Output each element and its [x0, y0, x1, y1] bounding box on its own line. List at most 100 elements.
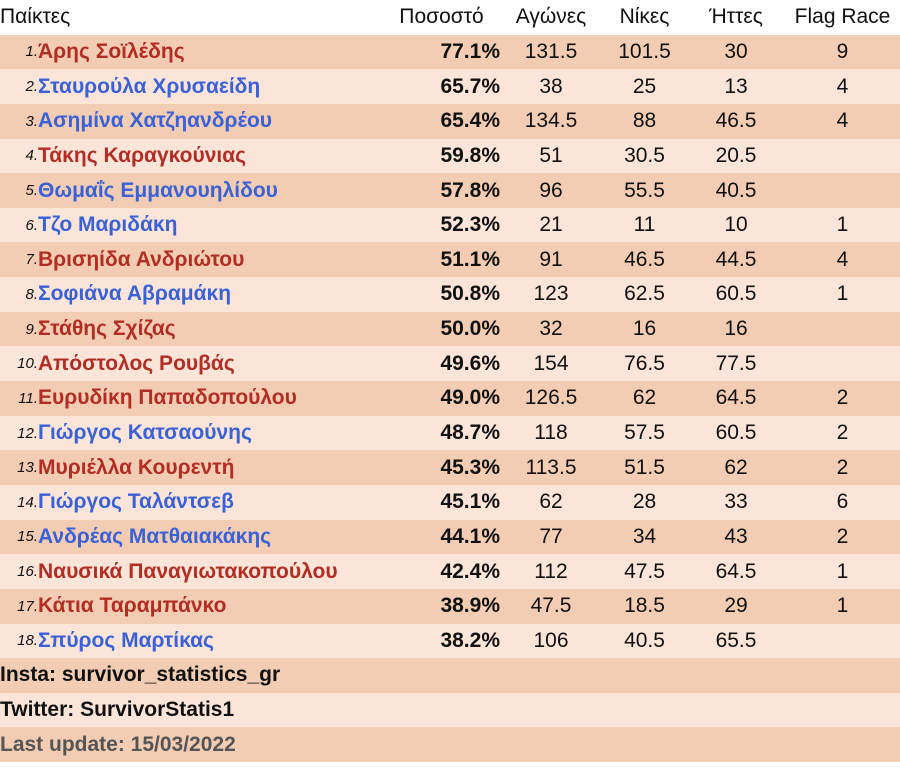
table-row: 14. Γιώργος Ταλάντσεβ 45.1% 62 28 33 6	[0, 484, 900, 520]
flag-race-cell: 4	[836, 109, 849, 133]
player-rows: 1. Άρης Σοϊλέδης 77.1% 131.5 101.5 30 9 2. Σταυρ…	[0, 34, 900, 659]
player-name: Θωμαΐς Εμμανουηλίδου	[38, 178, 278, 202]
table-row: 13. Μυριέλλα Κουρεντή 45.3% 113.5 51.5 62 2	[0, 450, 900, 485]
player-name: Βρισηίδα Ανδριώτου	[38, 247, 245, 271]
rank-cell: 14.	[17, 493, 38, 511]
rank-cell: 12.	[17, 424, 38, 442]
percent-cell: 44.1%	[440, 524, 500, 548]
losses-cell: 16	[724, 317, 748, 341]
last-update: Last update: 15/03/2022	[0, 732, 236, 756]
flag-race-cell: 2	[836, 455, 849, 479]
games-cell: 131.5	[524, 39, 578, 63]
flag-race-cell: 1	[836, 282, 849, 306]
rank-cell: 16.	[17, 563, 38, 581]
games-cell: 154	[533, 351, 569, 375]
header-percent: Ποσοστό	[399, 5, 484, 29]
losses-cell: 43	[724, 524, 748, 548]
wins-cell: 46.5	[624, 247, 665, 271]
rank-cell: 9.	[25, 320, 38, 338]
games-cell: 77	[539, 524, 563, 548]
rank-cell: 18.	[17, 632, 38, 650]
percent-cell: 65.4%	[440, 109, 500, 133]
losses-cell: 33	[724, 490, 748, 514]
twitter-handle: Twitter: SurvivorStatis1	[0, 698, 235, 722]
footer-update-row: Last update: 15/03/2022	[0, 727, 900, 763]
games-cell: 38	[539, 74, 563, 98]
rank-cell: 13.	[17, 459, 38, 477]
flag-race-cell	[785, 139, 900, 174]
rank-cell: 1.	[25, 43, 38, 61]
flag-race-cell: 2	[836, 524, 849, 548]
header-games: Αγώνες	[515, 5, 587, 29]
percent-cell: 38.2%	[440, 628, 500, 652]
player-name: Γιώργος Ταλάντσεβ	[38, 490, 234, 514]
rank-cell: 11.	[18, 389, 38, 407]
header-wins: Νίκες	[619, 5, 670, 29]
flag-race-cell	[785, 346, 900, 381]
flag-race-cell: 6	[836, 490, 849, 514]
player-name: Ευρυδίκη Παπαδοπούλου	[38, 386, 297, 410]
percent-cell: 51.1%	[440, 247, 500, 271]
games-cell: 118	[534, 421, 568, 444]
flag-race-cell: 1	[836, 559, 849, 583]
losses-cell: 44.5	[715, 247, 757, 271]
rank-cell: 6.	[25, 216, 38, 234]
percent-cell: 59.8%	[440, 143, 500, 167]
flag-race-cell: 4	[836, 247, 849, 271]
percent-cell: 48.7%	[440, 421, 500, 444]
player-name: Άρης Σοϊλέδης	[38, 39, 185, 63]
wins-cell: 55.5	[624, 178, 665, 202]
table-row: 18. Σπύρος Μαρτίκας 38.2% 106 40.5 65.5	[0, 623, 900, 659]
flag-race-cell: 2	[836, 421, 849, 444]
games-cell: 134.5	[524, 109, 578, 133]
flag-race-cell	[785, 173, 900, 208]
table-row: 6. Τζο Μαριδάκη 52.3% 21 11 10 1	[0, 207, 900, 243]
losses-cell: 13	[724, 74, 748, 98]
wins-cell: 34	[632, 524, 657, 548]
table-row: 11. Ευρυδίκη Παπαδοπούλου 49.0% 126.5 62 64.5…	[0, 381, 900, 416]
games-cell: 21	[539, 213, 563, 237]
player-name: Ανδρέας Ματθαιακάκης	[38, 524, 272, 548]
games-cell: 91	[539, 247, 563, 271]
player-name: Γιώργος Κατσαούνης	[38, 421, 252, 444]
wins-cell: 28	[632, 490, 657, 514]
percent-cell: 52.3%	[440, 213, 500, 237]
losses-cell: 65.5	[715, 628, 757, 652]
losses-cell: 40.5	[715, 178, 757, 202]
player-name: Σπύρος Μαρτίκας	[38, 628, 214, 652]
wins-cell: 40.5	[624, 628, 665, 652]
table-row: 17. Κάτια Ταραμπάνκο 38.9% 47.5 18.5 29 1	[0, 588, 900, 624]
wins-cell: 51.5	[624, 455, 665, 479]
flag-race-cell: 4	[836, 74, 849, 98]
flag-race-cell: 9	[836, 39, 849, 63]
player-name: Ασημίνα Χατζηανδρέου	[38, 109, 273, 133]
wins-cell: 62	[632, 386, 657, 410]
rank-cell: 8.	[25, 285, 38, 303]
table-row: 5. Θωμαΐς Εμμανουηλίδου 57.8% 96 55.5 40.5	[0, 173, 900, 208]
percent-cell: 38.9%	[440, 594, 500, 618]
games-cell: 32	[539, 317, 563, 341]
rank-cell: 17.	[17, 597, 38, 615]
flag-race-cell: 1	[836, 213, 849, 237]
header-row: Παίκτες Ποσοστό Αγώνες Νίκες Ήττες Flag …	[0, 0, 900, 35]
table-row: 16. Ναυσικά Παναγιωτακοπούλου 42.4% 112 47.5…	[0, 554, 900, 589]
games-cell: 51	[539, 143, 563, 167]
games-cell: 47.5	[530, 594, 572, 618]
table-row: 2. Σταυρούλα Χρυσαείδη 65.7% 38 25 13 4	[0, 69, 900, 104]
percent-cell: 45.1%	[440, 490, 500, 514]
wins-cell: 16	[632, 317, 657, 341]
footer-insta-row: Insta: survivor_statistics_gr	[0, 658, 900, 693]
insta-handle: Insta: survivor_statistics_gr	[0, 663, 281, 687]
rank-cell: 4.	[25, 147, 38, 165]
player-name: Στάθης Σχίζας	[38, 317, 176, 341]
percent-cell: 50.0%	[440, 317, 500, 341]
player-name: Τάκης Καραγκούνιας	[38, 143, 247, 167]
percent-cell: 50.8%	[440, 282, 500, 306]
games-cell: 96	[539, 178, 563, 202]
wins-cell: 62.5	[624, 282, 665, 306]
wins-cell: 57.5	[624, 421, 665, 444]
player-name: Σοφιάνα Αβραμάκη	[38, 282, 232, 306]
wins-cell: 47.5	[624, 559, 665, 583]
games-cell: 123	[533, 282, 569, 306]
